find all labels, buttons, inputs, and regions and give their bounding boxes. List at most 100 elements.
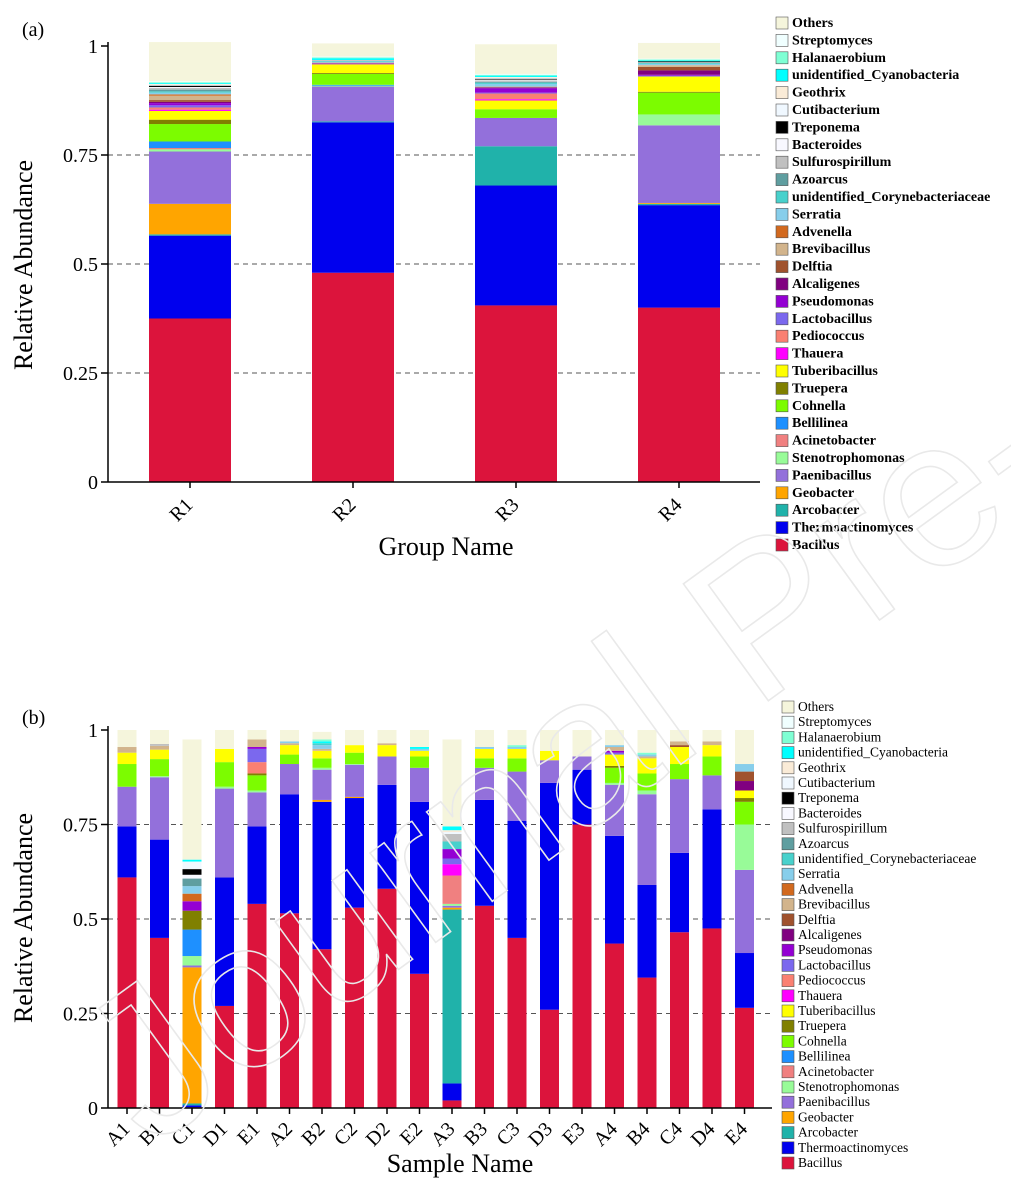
- panel-a-y-tick-label: 0.25: [63, 363, 98, 385]
- panel-a-legend-label-treponema: Treponema: [792, 120, 860, 135]
- panel-a-legend-swatch-cutibacterium: [775, 103, 789, 117]
- panel-b-bar-a3-thermoactinomyces: [442, 1083, 462, 1101]
- panel-a-bar-r1-arcobacter: [149, 234, 231, 236]
- panel-a-bar-r3-brevibacillus: [475, 86, 557, 88]
- panel-a-bar-r1-bellilinea: [149, 141, 231, 149]
- panel-b-bar-d3-tuberibacillus: [540, 750, 559, 761]
- panel-b-legend-swatch-thauera: [781, 989, 795, 1003]
- panel-b-legend-swatch-pediococcus: [781, 974, 795, 987]
- panel-b-bar-b2-brevibacillus: [312, 748, 332, 751]
- panel-b-bar-e2-bacillus: [410, 973, 429, 1108]
- panel-b-legend-swatch-bacteroides: [781, 807, 795, 820]
- panel-a-bar-r1-paenibacillus: [149, 151, 231, 204]
- panel-a-legend-swatch-acinetobacter: [775, 434, 789, 447]
- panel-b-legend-swatch-advenella: [781, 883, 795, 896]
- panel-b-bar-a1-others: [117, 730, 137, 748]
- panel-b-legend-swatch-acinetobacter: [781, 1065, 795, 1079]
- panel-a-bar-r3-arcobacter: [475, 146, 557, 186]
- panel-b-bar-e2-paenibacillus: [410, 767, 429, 802]
- panel-a-bar-r2-unidentified-cyanobacteria: [312, 58, 394, 60]
- panel-b-bar-c1-truepera: [182, 910, 202, 930]
- panel-b-bar-a4-tuberibacillus: [605, 754, 624, 766]
- panel-a-legend-swatch-thermoactinomyces: [775, 521, 789, 534]
- panel-a-bar-r3-azoarcus: [475, 81, 557, 83]
- panel-b-bar-a3-pseudomonas: [442, 849, 462, 859]
- panel-a-bar-r2-streptomyces: [312, 56, 394, 58]
- panel-b-bar-a3-geobacter: [442, 907, 462, 910]
- panel-a-bar-r4-truepera: [638, 91, 720, 93]
- panel-b-bar-a3-unidentified-corynebacteriaceae: [442, 841, 462, 850]
- panel-b-bar-c1-cutibacterium: [182, 861, 202, 870]
- panel-b-legend-swatch-arcobacter: [781, 1126, 795, 1139]
- panel-a-bar-r1-streptomyces: [149, 81, 231, 83]
- panel-b-bar-a2-thermoactinomyces: [280, 794, 299, 914]
- panel-b-bar-c2-geobacter: [345, 796, 364, 799]
- panel-a-bar-r2-pseudomonas: [312, 63, 394, 65]
- panel-b-bar-b1-bacillus: [150, 937, 169, 1108]
- panel-b-legend-label-delftia: Delftia: [798, 912, 835, 927]
- panel-b-bar-c2-tuberibacillus: [345, 745, 364, 753]
- panel-b-bar-d1-bacillus: [215, 1005, 234, 1108]
- panel-b-legend-label-sulfurospirillum: Sulfurospirillum: [798, 821, 888, 836]
- panel-a-legend-label-alcaligenes: Alcaligenes: [792, 277, 860, 292]
- panel-b-legend-swatch-paenibacillus: [781, 1095, 795, 1109]
- panel-b-bar-c4-bacillus: [670, 932, 689, 1108]
- panel-b-bar-d1-cohnella: [215, 762, 234, 787]
- panel-b-legend-label-pseudomonas: Pseudomonas: [798, 942, 872, 957]
- panel-b-legend-label-arcobacter: Arcobacter: [798, 1125, 858, 1140]
- panel-a-bar-r4-thermoactinomyces: [638, 205, 720, 308]
- panel-b-bar-b4-halanaerobium: [637, 752, 657, 755]
- panel-b-x-tick-label-a2: A2: [264, 1118, 297, 1151]
- panel-b-legend-swatch-unidentified-corynebacteriaceae: [781, 852, 795, 866]
- panel-b-bar-b3-others: [475, 730, 494, 748]
- panel-b-legend-label-halanaerobium: Halanaerobium: [798, 729, 882, 744]
- panel-a-bar-r4-pseudomonas: [638, 74, 720, 76]
- panel-a-bar-r2-bellilinea: [312, 84, 394, 86]
- panel-a-legend-label-unidentified-cyanobacteria: unidentified_Cyanobacteria: [792, 68, 959, 83]
- panel-b-bar-d4-cohnella: [702, 756, 722, 776]
- panel-b-legend-label-tuberibacillus: Tuberibacillus: [798, 1003, 876, 1018]
- panel-b-bar-a1-thermoactinomyces: [117, 826, 137, 878]
- panel-b-bar-c2-stenotrophomonas: [345, 764, 364, 765]
- panel-a-legend-swatch-brevibacillus: [775, 242, 789, 256]
- panel-b-bar-e4-cohnella: [735, 801, 754, 825]
- panel-b-legend-label-serratia: Serratia: [798, 866, 840, 881]
- panel-b-x-tick-label-a3: A3: [427, 1118, 460, 1151]
- panel-a-bar-r3-cutibacterium: [475, 77, 557, 79]
- panel-b-bar-a3-thauera: [442, 864, 462, 876]
- panel-b-bar-a4-stenotrophomonas: [605, 782, 624, 785]
- panel-a-bar-r1-brevibacillus: [149, 95, 231, 101]
- panel-b-bar-c4-cohnella: [670, 764, 689, 780]
- panel-b-bar-e4-thermoactinomyces: [735, 953, 754, 1008]
- panel-b-bar-a3-stenotrophomonas: [442, 903, 462, 906]
- panel-a-bar-r3-sulfurospirillum: [475, 80, 557, 82]
- panel-b-legend-swatch-pseudomonas: [781, 943, 795, 957]
- panel-b-bar-c3-paenibacillus: [507, 771, 527, 821]
- panel-a-legend-swatch-geothrix: [775, 86, 789, 99]
- panel-a-legend-label-arcobacter: Arcobacter: [792, 503, 859, 518]
- panel-b-legend-label-treponema: Treponema: [798, 790, 859, 805]
- panel-b-axes: [107, 726, 772, 1109]
- panel-b-bar-b4-bacillus: [637, 977, 657, 1108]
- panel-b-bar-c1-serratia: [182, 886, 202, 894]
- panel-b-legend-swatch-bacillus: [781, 1156, 795, 1170]
- panel-a-bar-r4-delftia: [638, 66, 720, 71]
- panel-b-bar-e3-bacillus: [572, 824, 592, 1108]
- panel-b-bar-e4-bacillus: [735, 1007, 754, 1108]
- panel-b-bar-d1-tuberibacillus: [215, 748, 234, 763]
- panel-b-bar-c2-thermoactinomyces: [345, 798, 364, 908]
- panel-a-bar-r4-alcaligenes: [638, 70, 720, 75]
- panel-a-bar-r2-tuberibacillus: [312, 64, 394, 74]
- panel-a-y-tick-label: 1: [88, 36, 98, 58]
- panel-b-x-tick-label-b3: B3: [460, 1118, 492, 1150]
- panel-a-bar-r4-tuberibacillus: [638, 76, 720, 92]
- panel-b-bar-e1-cohnella: [247, 775, 267, 791]
- panel-b-legend-label-advenella: Advenella: [798, 881, 853, 896]
- panel-b-bar-e4-stenotrophomonas: [735, 824, 754, 870]
- panel-b-y-tick-label: 0.5: [73, 909, 98, 931]
- panel-a-legend-label-sulfurospirillum: Sulfurospirillum: [792, 155, 892, 170]
- panel-a-bar-r3-unidentified-cyanobacteria: [475, 75, 557, 77]
- panel-b-bar-d1-thermoactinomyces: [215, 877, 234, 1006]
- panel-b-bar-b2-paenibacillus: [312, 769, 332, 800]
- panel-a-bar-r1-tuberibacillus: [149, 110, 231, 120]
